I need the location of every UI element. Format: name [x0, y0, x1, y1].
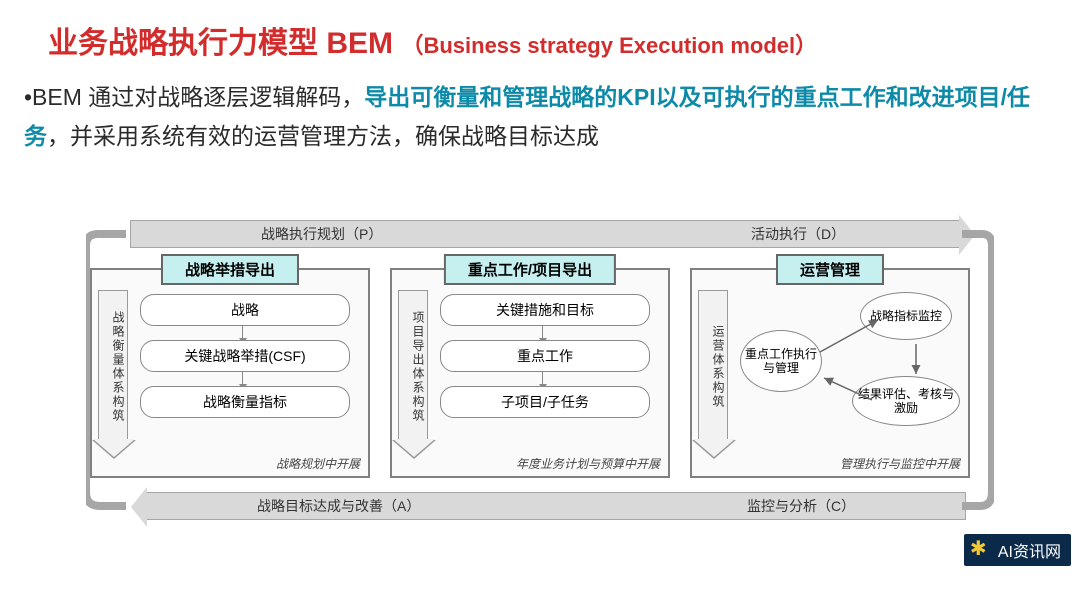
description: •BEM 通过对战略逐层逻辑解码，导出可衡量和管理战略的KPI以及可执行的重点工…: [0, 70, 1079, 156]
page-title-sub: （Business strategy Execution model）: [401, 33, 817, 58]
desc-prefix: •BEM 通过对战略逐层逻辑解码，: [24, 84, 364, 110]
watermark-badge: AI资讯网: [964, 534, 1071, 566]
desc-suffix: ，并采用系统有效的运营管理方法，确保战略目标达成: [47, 123, 599, 149]
page-title-main: 业务战略执行力模型 BEM: [48, 27, 393, 60]
loop-connectors: [86, 220, 994, 530]
bem-diagram: 战略执行规划（P） 活动执行（D） 战略举措导出 战略衡量体系构筑 战略 关键战…: [90, 220, 990, 580]
